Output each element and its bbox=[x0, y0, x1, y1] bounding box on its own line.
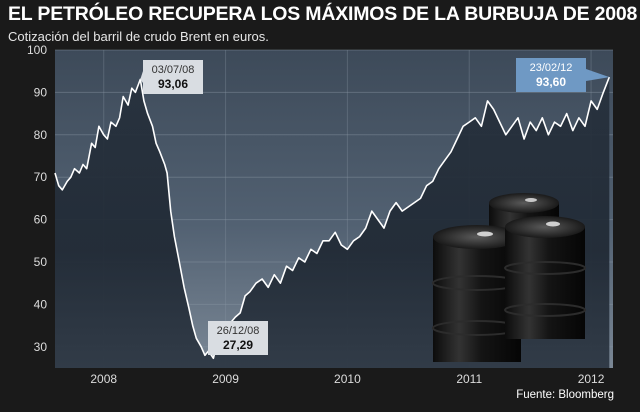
callout-date: 23/02/12 bbox=[530, 62, 573, 74]
callout-date: 03/07/08 bbox=[152, 64, 195, 76]
x-tick-label: 2010 bbox=[334, 372, 361, 386]
y-tick-label: 40 bbox=[34, 297, 48, 311]
callout-value: 93,60 bbox=[536, 75, 566, 89]
y-tick-label: 90 bbox=[34, 85, 48, 99]
callout-pointer bbox=[586, 69, 610, 81]
callout-pointer bbox=[140, 71, 143, 83]
y-tick-label: 50 bbox=[34, 255, 48, 269]
oil-barrels-illustration bbox=[432, 193, 586, 362]
y-tick-label: 60 bbox=[34, 213, 48, 227]
y-tick-label: 30 bbox=[34, 340, 48, 354]
callout-value: 93,06 bbox=[158, 77, 188, 91]
x-tick-label: 2009 bbox=[212, 372, 239, 386]
y-tick-label: 80 bbox=[34, 128, 48, 142]
chart-title: EL PETRÓLEO RECUPERA LOS MÁXIMOS DE LA B… bbox=[8, 3, 638, 25]
callout-value: 27,29 bbox=[223, 338, 253, 352]
x-tick-label: 2008 bbox=[90, 372, 117, 386]
callout-box bbox=[516, 58, 586, 92]
x-tick-label: 2012 bbox=[578, 372, 605, 386]
callout-box bbox=[143, 60, 203, 94]
source-note: Fuente: Bloomberg bbox=[516, 389, 614, 401]
y-tick-label: 100 bbox=[27, 43, 47, 57]
x-tick-label: 2011 bbox=[456, 372, 482, 386]
price-line bbox=[54, 76, 611, 360]
chart-subtitle: Cotización del barril de crudo Brent en … bbox=[8, 29, 269, 44]
callout-box bbox=[208, 321, 268, 355]
callout-date: 26/12/08 bbox=[217, 325, 260, 337]
y-tick-label: 70 bbox=[34, 170, 48, 184]
